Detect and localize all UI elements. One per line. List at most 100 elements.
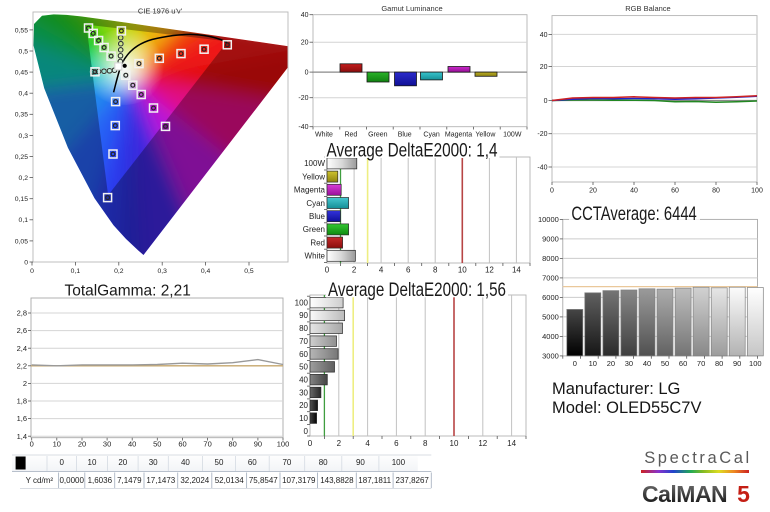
svg-text:Cyan: Cyan bbox=[423, 132, 439, 139]
svg-text:0: 0 bbox=[544, 98, 548, 105]
svg-text:0: 0 bbox=[550, 188, 554, 195]
svg-text:60: 60 bbox=[679, 359, 687, 368]
svg-text:143,8828: 143,8828 bbox=[320, 476, 354, 485]
svg-text:0,2: 0,2 bbox=[19, 175, 29, 182]
svg-text:0,1: 0,1 bbox=[19, 217, 29, 224]
svg-text:0: 0 bbox=[30, 268, 34, 275]
svg-text:0,0000: 0,0000 bbox=[59, 476, 84, 485]
svg-text:80: 80 bbox=[319, 458, 328, 467]
svg-text:2,4: 2,4 bbox=[17, 344, 27, 353]
svg-text:60: 60 bbox=[299, 350, 308, 359]
svg-text:70: 70 bbox=[697, 359, 705, 368]
svg-text:0: 0 bbox=[305, 70, 309, 77]
svg-text:7000: 7000 bbox=[542, 274, 559, 283]
svg-text:0,35: 0,35 bbox=[15, 112, 28, 119]
svg-text:0,05: 0,05 bbox=[15, 238, 28, 245]
svg-text:75,8547: 75,8547 bbox=[249, 476, 278, 485]
svg-text:60: 60 bbox=[671, 188, 679, 195]
svg-text:6: 6 bbox=[406, 266, 411, 275]
svg-text:0: 0 bbox=[573, 359, 577, 368]
svg-text:20: 20 bbox=[607, 359, 615, 368]
svg-text:40: 40 bbox=[643, 359, 651, 368]
svg-text:0: 0 bbox=[304, 427, 309, 436]
svg-text:Green: Green bbox=[303, 225, 325, 234]
svg-text:100: 100 bbox=[277, 440, 290, 449]
svg-text:80: 80 bbox=[715, 359, 723, 368]
svg-text:-40: -40 bbox=[537, 165, 547, 172]
svg-text:1,6036: 1,6036 bbox=[88, 476, 113, 485]
svg-text:90: 90 bbox=[299, 311, 308, 320]
svg-text:10: 10 bbox=[458, 266, 467, 275]
svg-text:10: 10 bbox=[589, 359, 597, 368]
svg-text:-20: -20 bbox=[298, 95, 308, 102]
svg-text:50: 50 bbox=[153, 440, 161, 449]
svg-text:0: 0 bbox=[24, 259, 28, 266]
svg-text:Yellow: Yellow bbox=[302, 172, 325, 181]
svg-text:5000: 5000 bbox=[542, 313, 559, 322]
svg-text:90: 90 bbox=[254, 440, 262, 449]
svg-text:4: 4 bbox=[365, 439, 370, 448]
svg-text:60: 60 bbox=[178, 440, 186, 449]
svg-text:0,4: 0,4 bbox=[19, 91, 29, 98]
svg-text:CCTAverage: 6444: CCTAverage: 6444 bbox=[571, 203, 696, 225]
svg-text:50: 50 bbox=[661, 359, 669, 368]
svg-text:100: 100 bbox=[392, 458, 406, 467]
svg-text:40: 40 bbox=[301, 12, 309, 19]
svg-text:2,8: 2,8 bbox=[17, 309, 27, 318]
svg-text:50: 50 bbox=[299, 363, 308, 372]
svg-text:Red: Red bbox=[310, 238, 325, 247]
svg-text:Red: Red bbox=[344, 132, 357, 139]
svg-text:12: 12 bbox=[478, 439, 487, 448]
svg-text:4000: 4000 bbox=[542, 332, 559, 341]
svg-text:80: 80 bbox=[712, 188, 720, 195]
svg-text:0,25: 0,25 bbox=[15, 154, 28, 161]
svg-text:100: 100 bbox=[751, 188, 763, 195]
svg-text:2: 2 bbox=[23, 379, 27, 388]
svg-text:70: 70 bbox=[282, 458, 291, 467]
svg-text:20: 20 bbox=[78, 440, 86, 449]
svg-text:100W: 100W bbox=[304, 159, 325, 168]
svg-text:4: 4 bbox=[379, 266, 384, 275]
svg-text:0,15: 0,15 bbox=[15, 196, 28, 203]
svg-text:80: 80 bbox=[299, 324, 308, 333]
svg-text:32,2024: 32,2024 bbox=[180, 476, 209, 485]
svg-text:40: 40 bbox=[299, 375, 308, 384]
svg-text:0,3: 0,3 bbox=[157, 268, 167, 275]
svg-text:0,5: 0,5 bbox=[19, 48, 29, 55]
svg-text:0: 0 bbox=[325, 266, 330, 275]
svg-text:237,8267: 237,8267 bbox=[396, 476, 430, 485]
svg-text:30: 30 bbox=[103, 440, 111, 449]
svg-text:20: 20 bbox=[301, 40, 309, 47]
svg-text:1,6: 1,6 bbox=[17, 414, 27, 423]
svg-text:Magenta: Magenta bbox=[294, 186, 326, 195]
svg-text:6000: 6000 bbox=[542, 293, 559, 302]
svg-text:40: 40 bbox=[630, 188, 638, 195]
svg-text:0,45: 0,45 bbox=[15, 70, 28, 77]
svg-text:6: 6 bbox=[394, 439, 399, 448]
svg-text:50: 50 bbox=[215, 458, 224, 467]
svg-text:0: 0 bbox=[30, 440, 34, 449]
svg-text:Blue: Blue bbox=[398, 132, 412, 139]
svg-text:10: 10 bbox=[53, 440, 61, 449]
svg-text:107,3179: 107,3179 bbox=[282, 476, 316, 485]
svg-text:8: 8 bbox=[423, 439, 428, 448]
svg-text:100W: 100W bbox=[503, 132, 522, 139]
svg-text:-20: -20 bbox=[537, 131, 547, 138]
svg-text:30: 30 bbox=[149, 458, 158, 467]
svg-text:0,3: 0,3 bbox=[19, 133, 29, 140]
svg-text:30: 30 bbox=[625, 359, 633, 368]
svg-text:0,2: 0,2 bbox=[114, 268, 124, 275]
svg-text:90: 90 bbox=[733, 359, 741, 368]
svg-text:14: 14 bbox=[507, 439, 516, 448]
svg-text:10: 10 bbox=[450, 439, 459, 448]
svg-text:White: White bbox=[305, 252, 326, 261]
svg-text:Gamut Luminance: Gamut Luminance bbox=[381, 4, 442, 13]
svg-text:10: 10 bbox=[88, 458, 97, 467]
svg-text:14: 14 bbox=[512, 266, 521, 275]
svg-text:3000: 3000 bbox=[542, 352, 559, 361]
svg-text:10000: 10000 bbox=[538, 215, 559, 224]
svg-text:70: 70 bbox=[203, 440, 211, 449]
svg-text:60: 60 bbox=[248, 458, 257, 467]
svg-text:0,4: 0,4 bbox=[201, 268, 211, 275]
svg-text:30: 30 bbox=[299, 388, 308, 397]
